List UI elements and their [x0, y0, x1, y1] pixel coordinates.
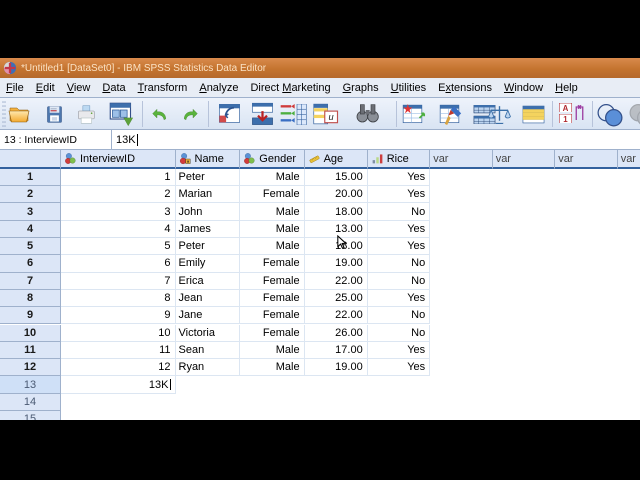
svg-text:u: u [329, 112, 334, 122]
svg-text:1: 1 [563, 114, 568, 123]
svg-text:A: A [563, 103, 569, 112]
